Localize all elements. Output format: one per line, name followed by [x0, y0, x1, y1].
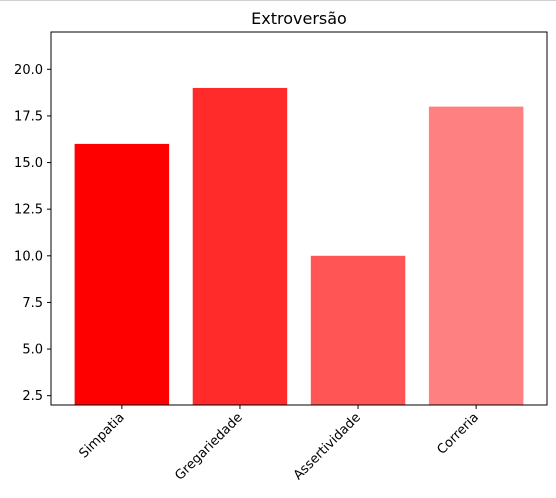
x-axis: Simpatia Gregariedade Assertividade Correri… — [76, 405, 482, 484]
plot-frame — [50, 31, 548, 406]
y-tick-label: 10.0 — [14, 249, 43, 264]
window-top-border — [0, 0, 556, 1]
y-tick-label: 7.5 — [22, 296, 43, 311]
y-axis: 2.5 5.0 7.5 10.0 12.5 15.0 17.5 20.0 — [14, 63, 51, 404]
bars-group — [74, 87, 524, 405]
y-tick-label: 2.5 — [22, 389, 43, 404]
bar-gregariedade — [192, 87, 288, 405]
x-tick-label: Gregariedade — [172, 410, 245, 483]
bar-simpatia — [74, 143, 170, 405]
bar-assertividade — [310, 255, 406, 405]
x-tick-label: Assertividade — [291, 410, 364, 483]
y-tick-label: 20.0 — [14, 63, 43, 78]
y-tick-label: 12.5 — [14, 203, 43, 218]
chart-title: Extroversão — [251, 9, 347, 28]
y-tick-label: 15.0 — [14, 156, 43, 171]
y-tick-label: 5.0 — [22, 343, 43, 358]
x-tick-label: Correria — [434, 410, 481, 457]
bar-correria — [428, 106, 524, 405]
y-tick-label: 17.5 — [14, 109, 43, 124]
x-tick-label: Simpatia — [76, 410, 127, 461]
